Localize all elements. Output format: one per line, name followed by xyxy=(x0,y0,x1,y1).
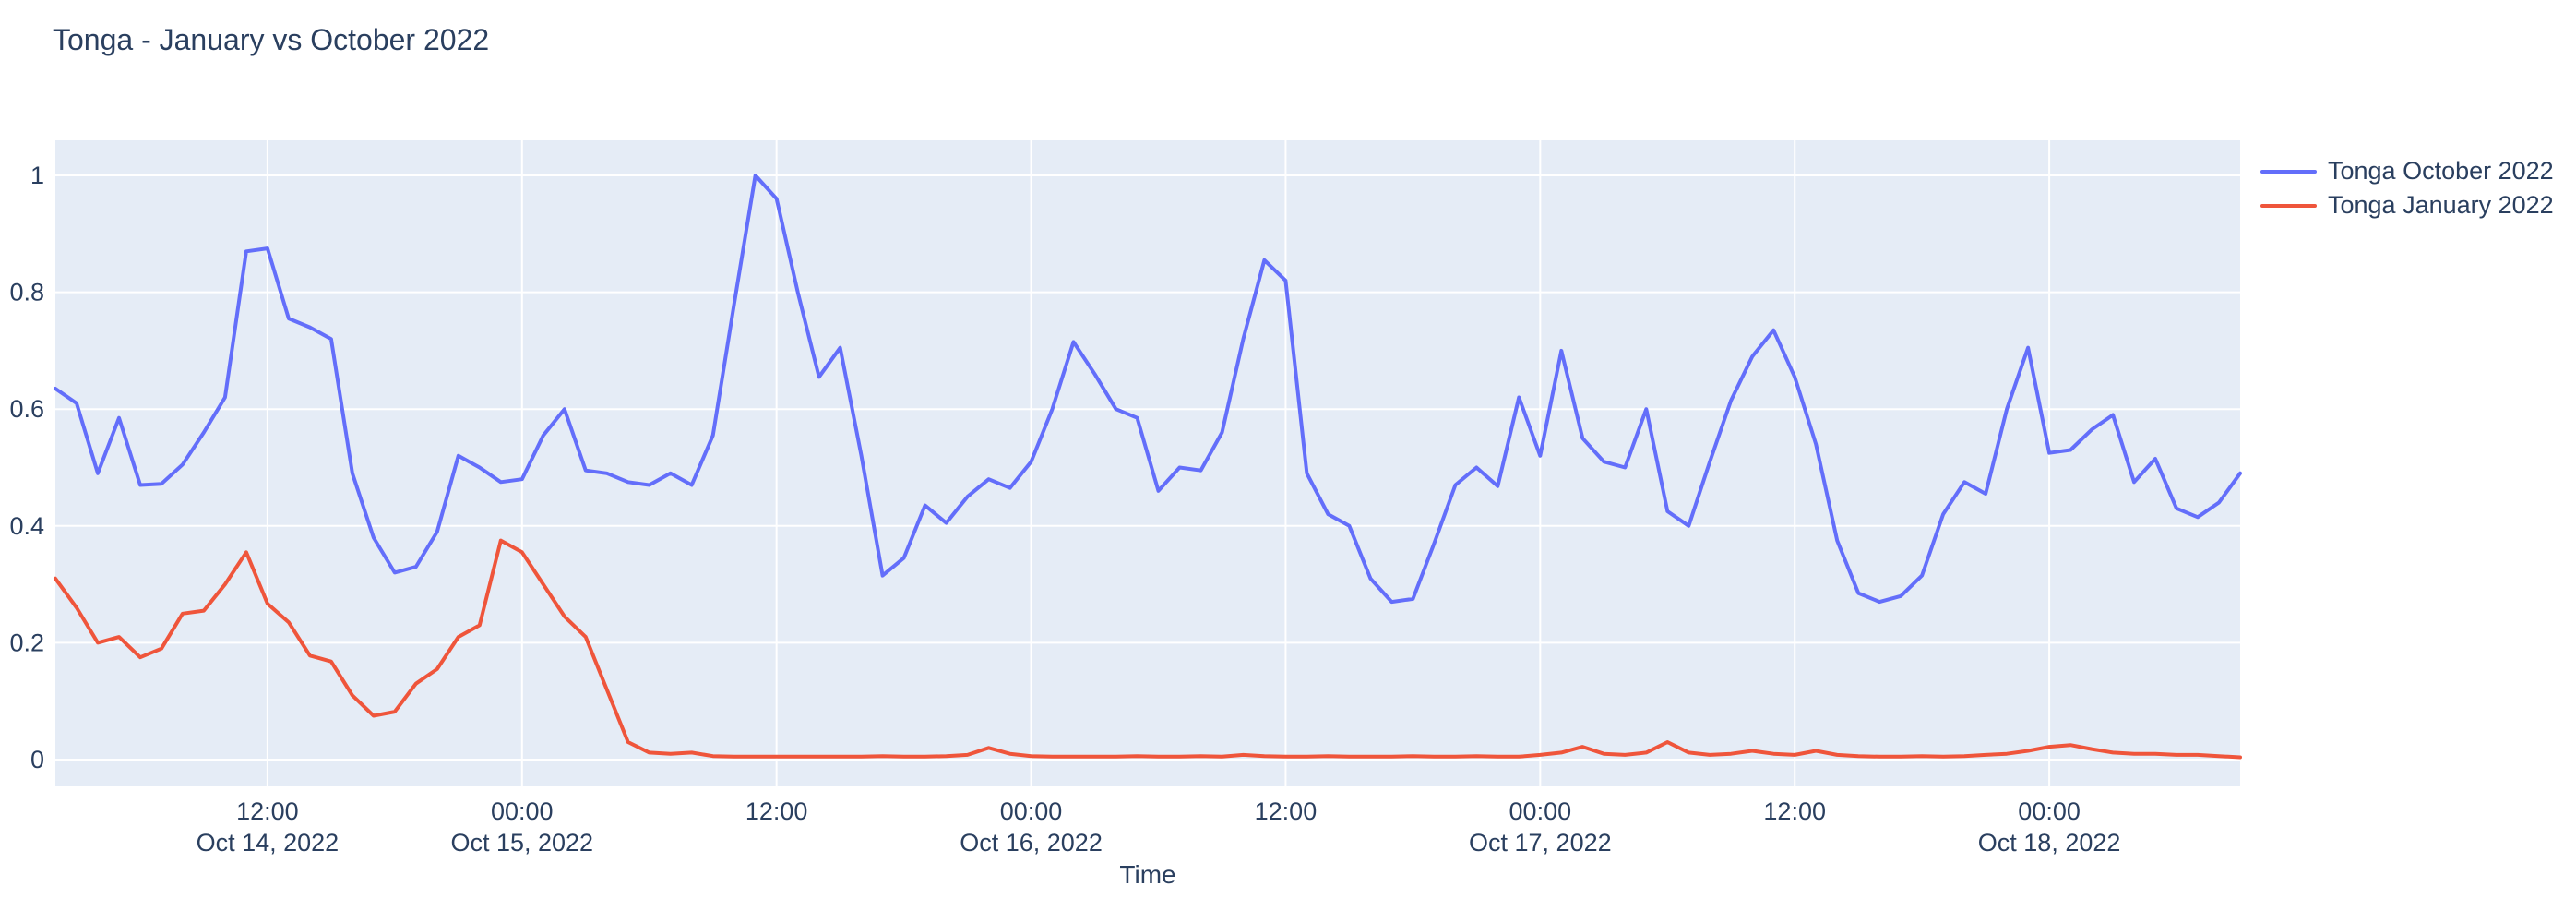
x-tick-date-label: Oct 17, 2022 xyxy=(1469,829,1612,857)
x-tick-date-label: Oct 15, 2022 xyxy=(450,829,593,857)
x-tick-time-label: 00:00 xyxy=(2018,797,2081,825)
y-tick-label: 1 xyxy=(30,162,44,189)
y-tick-label: 0.2 xyxy=(9,629,44,656)
x-tick-time-label: 00:00 xyxy=(491,797,554,825)
x-tick-time-label: 00:00 xyxy=(1509,797,1572,825)
x-tick-time-label: 12:00 xyxy=(236,797,299,825)
series-line-tonga-january-2022[interactable] xyxy=(54,538,2242,760)
legend-swatch-line xyxy=(2260,203,2317,208)
series-line-tonga-october-2022[interactable] xyxy=(54,174,2242,605)
legend-item-tonga-january-2022[interactable]: Tonga January 2022 xyxy=(2260,188,2554,222)
legend-label: Tonga January 2022 xyxy=(2328,191,2554,219)
plot-background[interactable] xyxy=(55,140,2240,786)
legend-swatch-line xyxy=(2260,169,2317,174)
x-axis-title: Time xyxy=(1119,860,1175,889)
x-tick-date-label: Oct 18, 2022 xyxy=(1978,829,2121,857)
legend-item-tonga-october-2022[interactable]: Tonga October 2022 xyxy=(2260,154,2554,188)
x-tick-time-label: 12:00 xyxy=(1763,797,1826,825)
x-tick-time-label: 12:00 xyxy=(1255,797,1318,825)
y-tick-label: 0.4 xyxy=(9,512,44,540)
x-tick-time-label: 12:00 xyxy=(745,797,808,825)
x-tick-date-label: Oct 14, 2022 xyxy=(197,829,340,857)
legend-label: Tonga October 2022 xyxy=(2328,157,2554,185)
y-tick-label: 0 xyxy=(30,746,44,773)
y-tick-label: 0.6 xyxy=(9,395,44,423)
x-tick-date-label: Oct 16, 2022 xyxy=(960,829,1103,857)
x-tick-time-label: 00:00 xyxy=(1000,797,1063,825)
legend: Tonga October 2022 Tonga January 2022 xyxy=(2260,154,2554,222)
chart-title: Tonga - January vs October 2022 xyxy=(53,23,490,56)
y-tick-label: 0.8 xyxy=(9,279,44,306)
